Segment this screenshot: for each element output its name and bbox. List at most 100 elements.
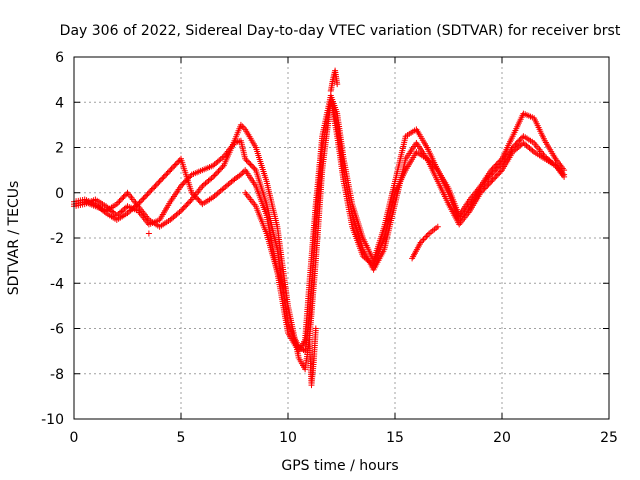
y-tick-label: 4 <box>55 95 64 111</box>
x-tick-label: 5 <box>177 430 186 446</box>
fragment-1-point <box>280 284 287 291</box>
track-c-point <box>515 138 521 145</box>
x-tick-label: 20 <box>493 430 511 446</box>
track-c-point <box>188 189 195 196</box>
y-tick-label: -4 <box>50 276 64 292</box>
track-a-point <box>212 171 219 178</box>
track-c-point <box>161 172 168 179</box>
y-tick-label: -8 <box>50 367 64 383</box>
track-b-point <box>242 155 249 162</box>
track-b-point <box>250 164 257 171</box>
track-a-point <box>115 199 122 206</box>
track-c-point <box>151 184 158 191</box>
track-c-point <box>488 171 495 178</box>
points-layer <box>71 67 568 389</box>
track-a-point <box>179 206 186 213</box>
track-c-point <box>148 186 155 193</box>
y-axis-title: SDTVAR / TECUs <box>6 181 22 296</box>
track-a-point <box>184 200 191 207</box>
track-a-point <box>120 194 127 200</box>
track-c-point <box>175 158 182 165</box>
chart-title: Day 306 of 2022, Sidereal Day-to-day VTE… <box>60 23 621 39</box>
x-tick-label: 15 <box>386 430 404 446</box>
track-b-point <box>488 178 495 185</box>
track-c-point <box>491 168 497 175</box>
track-c-point <box>156 178 163 185</box>
track-a-point <box>186 199 192 206</box>
track-a-point <box>214 169 221 176</box>
track-c-point <box>192 194 199 200</box>
track-a-point <box>116 198 123 205</box>
track-c-point <box>152 182 159 189</box>
track-b-point <box>497 168 504 175</box>
track-b-point <box>495 171 501 178</box>
track-c-point <box>144 191 151 198</box>
track-a-point <box>121 192 128 199</box>
y-tick-label: 6 <box>55 50 64 66</box>
track-c-point <box>166 168 172 175</box>
y-tick-label: 2 <box>55 141 64 157</box>
track-b-point <box>243 157 250 164</box>
track-c-point <box>493 166 500 172</box>
track-c-point <box>492 167 499 174</box>
track-c-point <box>172 161 179 168</box>
track-c-point <box>137 198 144 205</box>
x-tick-label: 0 <box>70 430 79 446</box>
track-a-point <box>117 196 124 203</box>
track-c-point <box>159 175 166 182</box>
track-c-point <box>171 162 178 169</box>
track-c-point <box>495 164 501 171</box>
track-b-point <box>247 161 254 168</box>
track-c-point <box>509 144 516 151</box>
track-c-point <box>139 196 146 203</box>
y-tick-label: -10 <box>41 412 64 428</box>
track-c-point <box>511 143 517 150</box>
track-c-point <box>147 188 154 195</box>
y-tick-label: -2 <box>50 231 64 247</box>
axis-layer: 0 5 10 15 20 25 -10 -8 -6 -4 -2 0 2 4 6 <box>41 50 618 446</box>
track-a-point <box>211 172 218 179</box>
fragment-4-point <box>334 81 341 88</box>
track-c-point <box>516 137 523 144</box>
x-tick-label: 25 <box>600 430 618 446</box>
track-b-point <box>493 172 500 179</box>
track-c-point <box>512 141 519 148</box>
track-c-point <box>149 185 156 192</box>
track-c-point <box>191 192 198 199</box>
track-c-point <box>170 164 176 171</box>
track-b-point <box>248 162 255 169</box>
track-c-point <box>140 195 147 202</box>
fragment-5-point <box>145 230 152 237</box>
track-c-point <box>561 171 568 178</box>
track-b-point <box>179 181 186 188</box>
y-tick-label: -6 <box>50 322 64 338</box>
track-c-point <box>196 198 203 205</box>
track-a-point <box>182 203 188 210</box>
track-b-point <box>246 160 253 167</box>
track-c-point <box>136 199 143 206</box>
track-c-point <box>141 194 148 200</box>
track-a-point <box>183 202 190 209</box>
track-a-point <box>216 166 223 173</box>
track-c-point <box>517 136 524 142</box>
track-b-point <box>485 181 492 188</box>
track-c-point <box>194 195 201 202</box>
x-axis-title: GPS time / hours <box>281 458 398 474</box>
track-b-point <box>251 165 258 172</box>
track-c-point <box>153 181 160 188</box>
track-a-point <box>180 205 187 211</box>
track-c-point <box>143 192 150 199</box>
track-a-point <box>218 165 225 172</box>
y-tick-label: 0 <box>55 186 64 202</box>
track-b-point <box>492 174 499 181</box>
track-c-point <box>163 171 170 178</box>
fragment-3-point <box>434 223 441 230</box>
track-c-point <box>160 174 167 181</box>
track-c-point <box>195 196 202 203</box>
track-b-point <box>484 182 491 189</box>
x-tick-label: 10 <box>279 430 297 446</box>
track-b-point <box>489 177 496 183</box>
track-a-point <box>119 195 126 202</box>
